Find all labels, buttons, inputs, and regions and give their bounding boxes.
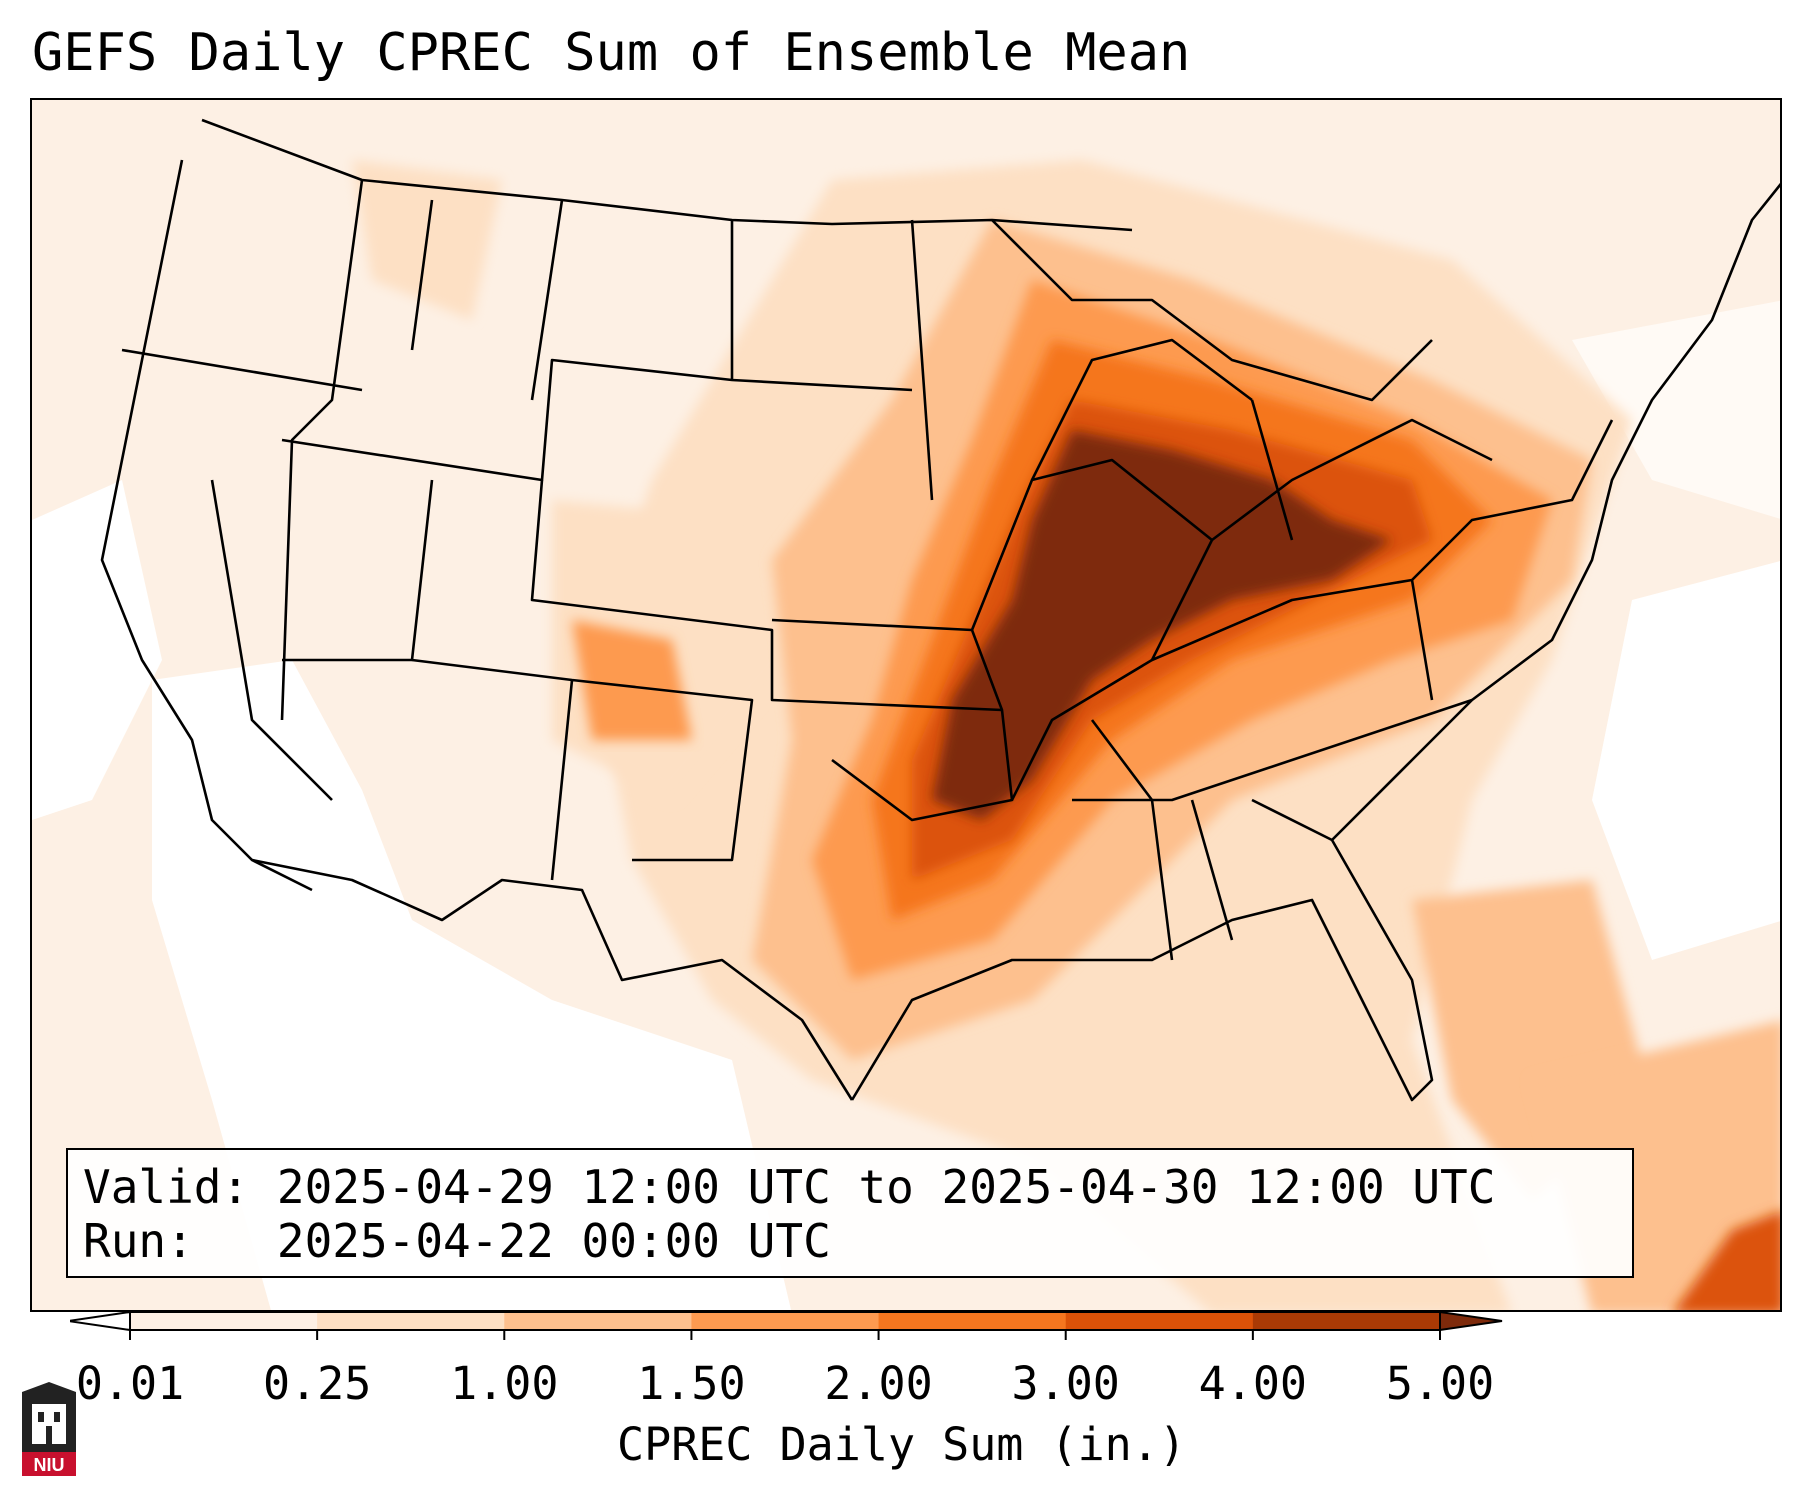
colorbar-under-arrow	[70, 1310, 131, 1332]
colorbar-segment	[1065, 1312, 1254, 1330]
colorbar-segment	[878, 1312, 1067, 1330]
colorbar-tick-label: 1.00	[450, 1357, 559, 1410]
colorbar-segment	[130, 1312, 318, 1330]
colorbar-label: CPREC Daily Sum (in.)	[617, 1418, 1186, 1471]
colorbar-segment	[504, 1312, 692, 1330]
colorbar-tick-label: 3.00	[1011, 1357, 1120, 1410]
map-canvas	[32, 100, 1780, 1310]
colorbar-tick-label: 0.25	[262, 1357, 372, 1410]
run-value: 2025-04-22 00:00 UTC	[276, 1214, 831, 1268]
colorbar	[70, 1310, 1503, 1340]
niu-logo: NIU	[22, 1382, 76, 1476]
colorbar-tick-label: 5.00	[1385, 1357, 1495, 1410]
colorbar-segment	[317, 1312, 505, 1330]
precipitation-map	[30, 98, 1782, 1312]
colorbar-over-arrow	[1439, 1310, 1503, 1332]
logo-band	[22, 1452, 76, 1476]
valid-label: Valid:	[83, 1160, 250, 1214]
colorbar-tick-label: 1.50	[637, 1357, 746, 1410]
colorbar-tick-label: 0.01	[75, 1357, 185, 1410]
state-boundaries	[100, 118, 1780, 1102]
colorbar-segment	[1252, 1312, 1441, 1330]
map-title: GEFS Daily CPREC Sum of Ensemble Mean	[32, 23, 1191, 83]
run-label: Run:	[83, 1214, 194, 1268]
logo-text: NIU	[34, 1455, 65, 1475]
valid-value: 2025-04-29 12:00 UTC to 2025-04-30 12:00…	[276, 1160, 1496, 1214]
valid-time-box: Valid: 2025-04-29 12:00 UTC to 2025-04-3…	[66, 1148, 1634, 1278]
colorbar-tick-label: 4.00	[1198, 1357, 1308, 1410]
colorbar-segment	[691, 1312, 880, 1330]
colorbar-tick-label: 2.00	[824, 1357, 933, 1410]
